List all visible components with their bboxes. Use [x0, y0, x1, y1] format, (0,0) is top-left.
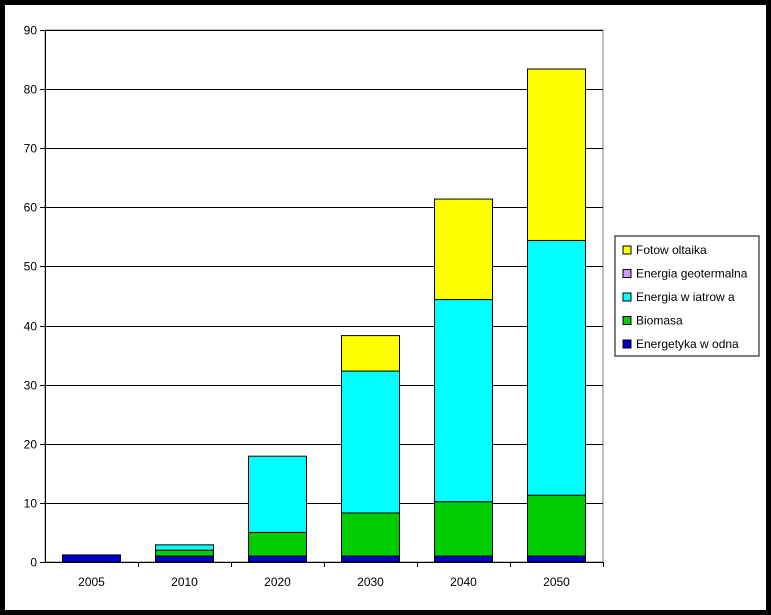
y-tick-label: 0 [30, 556, 37, 570]
y-tick-label: 80 [24, 83, 38, 97]
bar-segment [248, 455, 307, 533]
y-tick-label: 90 [24, 24, 38, 38]
bar-segment [527, 68, 586, 241]
x-tick-label: 2020 [264, 575, 291, 589]
legend-label: Biomasa [636, 314, 683, 328]
axes [40, 30, 604, 567]
legend-swatch [622, 269, 632, 278]
bar-segment [62, 554, 121, 563]
legend-swatch [622, 292, 632, 302]
chart-frame: 0 10 20 30 40 50 60 70 80 90 2005 2010 2020 2030 2040… [5, 5, 766, 610]
y-tick-label: 70 [24, 142, 38, 156]
plot-area [44, 29, 604, 563]
y-tick-label: 50 [24, 260, 38, 274]
bar-segment [248, 555, 307, 563]
legend-swatch [622, 245, 632, 255]
y-tick-labels: 0 10 20 30 40 50 60 70 80 90 [24, 24, 38, 570]
bar-segment [248, 531, 307, 557]
legend: Fotow oltaika Energia geotermalna Energia … [614, 235, 760, 357]
bar-segment [341, 555, 400, 563]
legend-label: Fotow oltaika [636, 243, 707, 257]
bar-segment [434, 501, 493, 557]
bar-segment [155, 549, 214, 557]
bar-segment [527, 494, 586, 557]
legend-box [614, 235, 760, 357]
legend-swatch [622, 339, 632, 349]
y-tick-label: 40 [24, 320, 38, 334]
bar-segment [434, 299, 493, 503]
legend-label: Energetyka w odna [636, 337, 739, 351]
bar-segment [341, 370, 400, 514]
y-tick-label: 30 [24, 379, 38, 393]
y-tick-label: 20 [24, 438, 38, 452]
bar-segment [155, 544, 214, 551]
bar-segment [527, 239, 586, 496]
legend-label: Energia geotermalna [636, 267, 748, 281]
bar-segment [341, 512, 400, 557]
bar-segment [434, 555, 493, 563]
x-tick-label: 2050 [543, 575, 570, 589]
y-tick-label: 10 [24, 497, 38, 511]
x-tick-labels: 2005 2010 2020 2030 2040 2050 [78, 575, 570, 589]
bar-segment [341, 335, 400, 372]
x-tick-label: 2005 [78, 575, 105, 589]
gridlines [44, 29, 604, 563]
x-tick-label: 2040 [450, 575, 477, 589]
bar-segment [527, 555, 586, 563]
y-tick-label: 60 [24, 201, 38, 215]
bar-stacks [62, 68, 586, 563]
x-tick-label: 2030 [357, 575, 384, 589]
x-tick-label: 2010 [171, 575, 198, 589]
legend-label: Energia w iatrow a [636, 290, 735, 304]
bar-segment [434, 198, 493, 301]
legend-swatch [622, 316, 632, 325]
bar-segment [155, 555, 214, 563]
